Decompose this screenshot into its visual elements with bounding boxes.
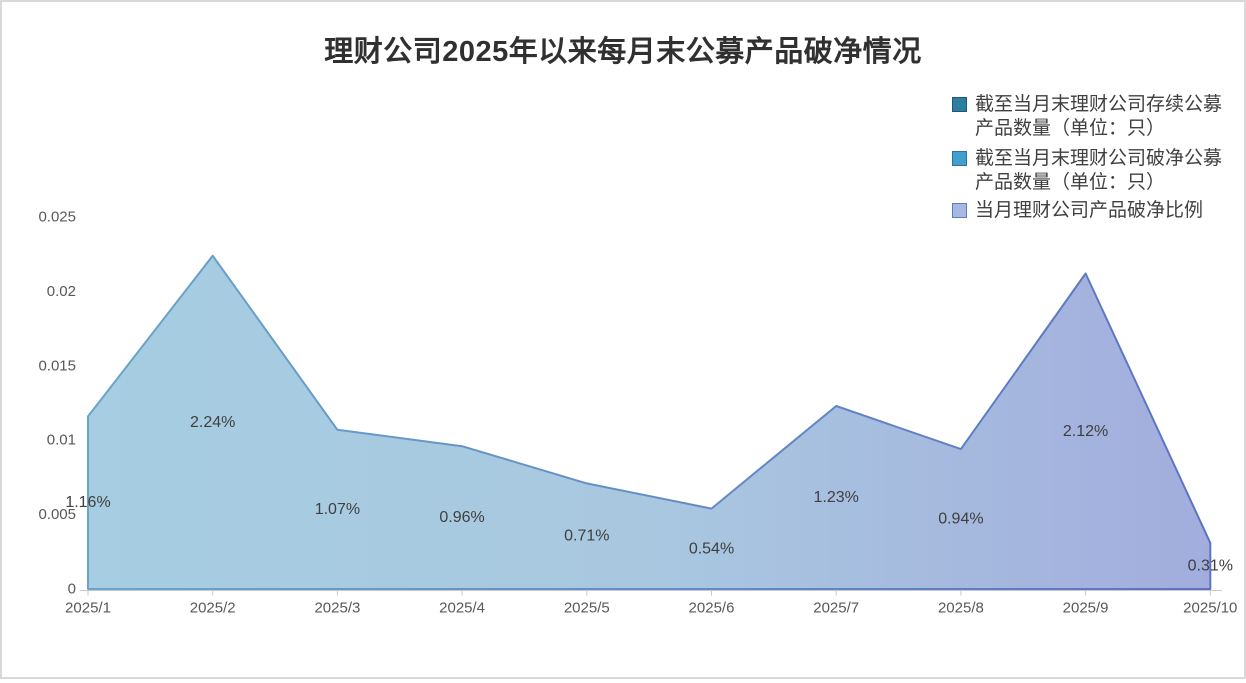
- data-label: 0.71%: [564, 528, 609, 545]
- y-axis-label: 0: [68, 581, 76, 598]
- y-axis-label: 0.02: [47, 283, 76, 300]
- legend-swatch-icon: [952, 151, 967, 166]
- data-label: 0.54%: [689, 540, 734, 557]
- x-axis-label: 2025/2: [190, 600, 236, 617]
- legend-label-line: 截至当月末理财公司破净公募: [975, 148, 1223, 169]
- x-axis-label: 2025/1: [65, 600, 111, 617]
- chart-title: 理财公司2025年以来每月末公募产品破净情况: [324, 36, 922, 68]
- legend-item: 截至当月末理财公司破净公募 产品数量（单位：只）: [952, 147, 1227, 195]
- x-axis-label: 2025/9: [1063, 600, 1109, 617]
- y-axis-label: 0.005: [38, 506, 76, 523]
- legend-swatch-icon: [952, 97, 967, 112]
- data-label: 0.96%: [439, 509, 484, 526]
- legend-label-line: 产品数量（单位：只）: [975, 172, 1166, 193]
- data-label: 1.23%: [814, 489, 859, 506]
- legend-item: 截至当月末理财公司存续公募 产品数量（单位：只）: [952, 93, 1227, 141]
- legend-label: 当月理财公司产品破净比例: [975, 199, 1227, 223]
- data-label: 2.24%: [190, 414, 235, 431]
- y-axis-label: 0.01: [47, 432, 76, 449]
- x-axis-label: 2025/6: [689, 600, 735, 617]
- data-label: 0.31%: [1188, 557, 1233, 574]
- area-series-ratio: [87, 254, 1212, 590]
- x-axis-label: 2025/7: [813, 600, 859, 617]
- data-label: 1.16%: [65, 494, 110, 511]
- legend-label-line: 产品数量（单位：只）: [975, 118, 1166, 139]
- legend-label: 截至当月末理财公司破净公募 产品数量（单位：只）: [975, 147, 1227, 195]
- data-label: 1.07%: [315, 501, 360, 518]
- x-axis-label: 2025/4: [439, 600, 485, 617]
- x-axis-label: 2025/5: [564, 600, 610, 617]
- y-axis-label: 0.015: [38, 357, 76, 374]
- legend-label-line: 当月理财公司产品破净比例: [975, 200, 1204, 221]
- data-label: 2.12%: [1063, 423, 1108, 440]
- legend-label: 截至当月末理财公司存续公募 产品数量（单位：只）: [975, 93, 1227, 141]
- x-axis-label: 2025/8: [938, 600, 984, 617]
- x-axis-label: 2025/10: [1183, 600, 1237, 617]
- legend-swatch-icon: [952, 203, 967, 218]
- data-label: 0.94%: [938, 511, 983, 528]
- x-axis-label: 2025/3: [314, 600, 360, 617]
- y-axis-label: 0.025: [38, 209, 76, 226]
- legend-label-line: 截至当月末理财公司存续公募: [975, 94, 1223, 115]
- legend-item: 当月理财公司产品破净比例: [952, 199, 1227, 223]
